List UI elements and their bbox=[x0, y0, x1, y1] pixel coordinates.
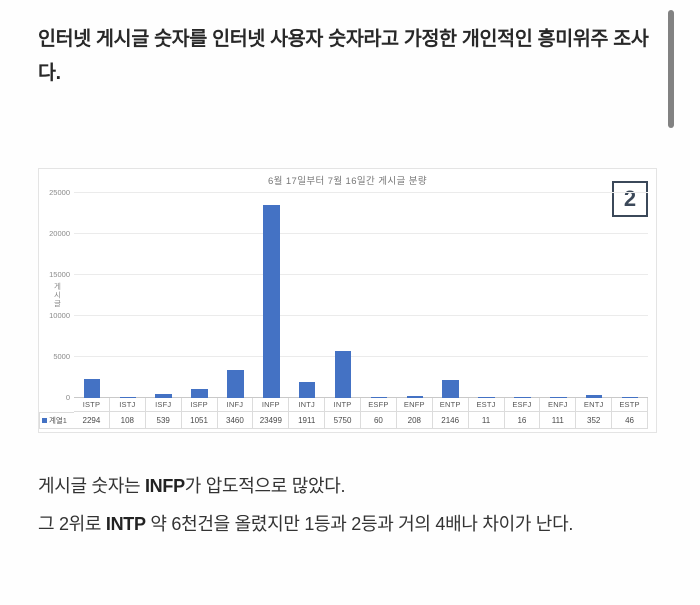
table-category-istp: ISTP bbox=[74, 398, 110, 412]
scrollbar-thumb[interactable] bbox=[668, 10, 674, 128]
bar-column-entp bbox=[433, 193, 469, 398]
table-category-estp: ESTP bbox=[612, 398, 648, 412]
bar-column-estp bbox=[612, 193, 648, 398]
bar-column-entj bbox=[576, 193, 612, 398]
table-value-istp: 2294 bbox=[74, 412, 110, 429]
table-category-infp: INFP bbox=[253, 398, 290, 412]
table-value-row: 계열1 2294 108 539 1051 3460 23499 1911 5750 60 208 2… bbox=[39, 412, 648, 429]
bar-column-intp bbox=[325, 193, 361, 398]
table-value-intp: 5750 bbox=[325, 412, 361, 429]
table-category-infj: INFJ bbox=[217, 398, 254, 412]
bar-isfj bbox=[155, 393, 172, 398]
bar-estj bbox=[478, 396, 495, 398]
bar-column-isfj bbox=[146, 193, 182, 398]
bar-infj bbox=[227, 369, 244, 398]
table-value-entj: 352 bbox=[576, 412, 613, 429]
table-value-istj: 108 bbox=[109, 412, 146, 429]
y-tick-20000: 20000 bbox=[49, 229, 70, 238]
y-axis-label: 게시글 bbox=[53, 282, 62, 308]
table-category-esfp: ESFP bbox=[361, 398, 397, 412]
table-category-intp: INTP bbox=[325, 398, 361, 412]
bar-column-infj bbox=[218, 193, 254, 398]
table-value-isfj: 539 bbox=[145, 412, 182, 429]
table-value-esfj: 16 bbox=[504, 412, 541, 429]
bar-column-infp bbox=[253, 193, 289, 398]
table-category-isfp: ISFP bbox=[181, 398, 218, 412]
bar-istj bbox=[119, 396, 137, 398]
table-category-istj: ISTJ bbox=[109, 398, 146, 412]
gridline-10000 bbox=[74, 315, 648, 316]
chart-title: 6월 17일부터 7월 16일간 게시글 분량 bbox=[268, 176, 427, 187]
bar-column-istj bbox=[110, 193, 146, 398]
table-header-row: ISTP ISTJ ISFJ ISFP INFJ INFP INTJ INTP ESFP ENFP… bbox=[39, 398, 648, 412]
table-category-esfj: ESFJ bbox=[504, 398, 541, 412]
bar-column-enfp bbox=[397, 193, 433, 398]
bar-infp bbox=[263, 205, 280, 398]
table-value-intj: 1911 bbox=[289, 412, 326, 429]
gridline-20000 bbox=[74, 233, 648, 234]
chart-card: 6월 17일부터 7월 16일간 게시글 분량 2 게시글 0 5000 10000… bbox=[38, 168, 657, 433]
table-value-enfj: 111 bbox=[540, 412, 577, 429]
conclusion-2-bold: INTP bbox=[105, 514, 146, 534]
conclusion-2-prefix: 그 2위로 bbox=[38, 514, 106, 534]
conclusion-1-bold: INFP bbox=[144, 476, 185, 496]
table-category-isfj: ISFJ bbox=[145, 398, 182, 412]
bar-istp bbox=[83, 379, 101, 398]
bars-row bbox=[74, 193, 648, 398]
conclusion-1-prefix: 게시글 숫자는 bbox=[38, 476, 145, 496]
table-value-infj: 3460 bbox=[217, 412, 254, 429]
table-value-entp: 2146 bbox=[432, 412, 469, 429]
table-category-entp: ENTP bbox=[432, 398, 469, 412]
chart-data-table: ISTP ISTJ ISFJ ISFP INFJ INFP INTJ INTP ESFP ENFP… bbox=[39, 398, 648, 429]
bar-esfp bbox=[370, 396, 388, 398]
conclusion-2-suffix: 약 6천건을 올렸지만 1등과 2등과 거의 4배나 차이가 난다. bbox=[145, 514, 574, 534]
table-category-intj: INTJ bbox=[289, 398, 326, 412]
bar-estp bbox=[621, 396, 639, 398]
conclusion-1-suffix: 가 압도적으로 많았다. bbox=[184, 476, 346, 496]
gridline-5000 bbox=[74, 356, 648, 357]
conclusion-line-2: 그 2위로 INTP 약 6천건을 올렸지만 1등과 2등과 거의 4배나 차이… bbox=[38, 512, 678, 536]
table-category-enfp: ENFP bbox=[396, 398, 433, 412]
bar-column-isfp bbox=[182, 193, 218, 398]
bar-intp bbox=[334, 350, 352, 398]
legend-series-name: 계열1 bbox=[49, 416, 67, 425]
chart-plot: 0 5000 10000 15000 20000 25000 bbox=[49, 188, 648, 402]
y-tick-5000: 5000 bbox=[53, 352, 70, 361]
table-value-estp: 46 bbox=[612, 412, 648, 429]
table-corner-spacer bbox=[39, 398, 74, 412]
table-value-esfp: 60 bbox=[361, 412, 397, 429]
table-category-estj: ESTJ bbox=[468, 398, 505, 412]
bar-entp bbox=[442, 380, 459, 398]
table-value-estj: 11 bbox=[468, 412, 505, 429]
y-tick-25000: 25000 bbox=[49, 188, 70, 197]
bar-enfj bbox=[550, 396, 567, 398]
conclusion-line-1: 게시글 숫자는 INFP가 압도적으로 많았다. bbox=[38, 474, 678, 498]
bar-esfj bbox=[514, 396, 531, 398]
bar-intj bbox=[298, 382, 316, 398]
intro-text: 인터넷 게시글 숫자를 인터넷 사용자 숫자라고 가정한 개인적인 흥미위주 조… bbox=[38, 28, 649, 84]
bar-enfp bbox=[406, 396, 424, 398]
bar-column-esfj bbox=[505, 193, 541, 398]
table-category-enfj: ENFJ bbox=[540, 398, 577, 412]
bar-entj bbox=[585, 395, 603, 398]
bar-column-enfj bbox=[540, 193, 576, 398]
gridline-15000 bbox=[74, 274, 648, 275]
bar-column-estj bbox=[469, 193, 505, 398]
table-value-enfp: 208 bbox=[396, 412, 433, 429]
y-tick-15000: 15000 bbox=[49, 270, 70, 279]
bar-column-istp bbox=[74, 193, 110, 398]
legend-color-swatch bbox=[42, 418, 47, 423]
table-value-infp: 23499 bbox=[253, 412, 290, 429]
bar-isfp bbox=[191, 389, 208, 398]
bar-column-intj bbox=[289, 193, 325, 398]
bar-column-esfp bbox=[361, 193, 397, 398]
gridline-25000 bbox=[74, 192, 648, 193]
gridline-0 bbox=[74, 397, 648, 398]
y-tick-10000: 10000 bbox=[49, 311, 70, 320]
table-value-isfp: 1051 bbox=[181, 412, 218, 429]
y-tick-0: 0 bbox=[65, 393, 70, 402]
legend-series-cell: 계열1 bbox=[39, 412, 74, 429]
table-category-entj: ENTJ bbox=[576, 398, 613, 412]
